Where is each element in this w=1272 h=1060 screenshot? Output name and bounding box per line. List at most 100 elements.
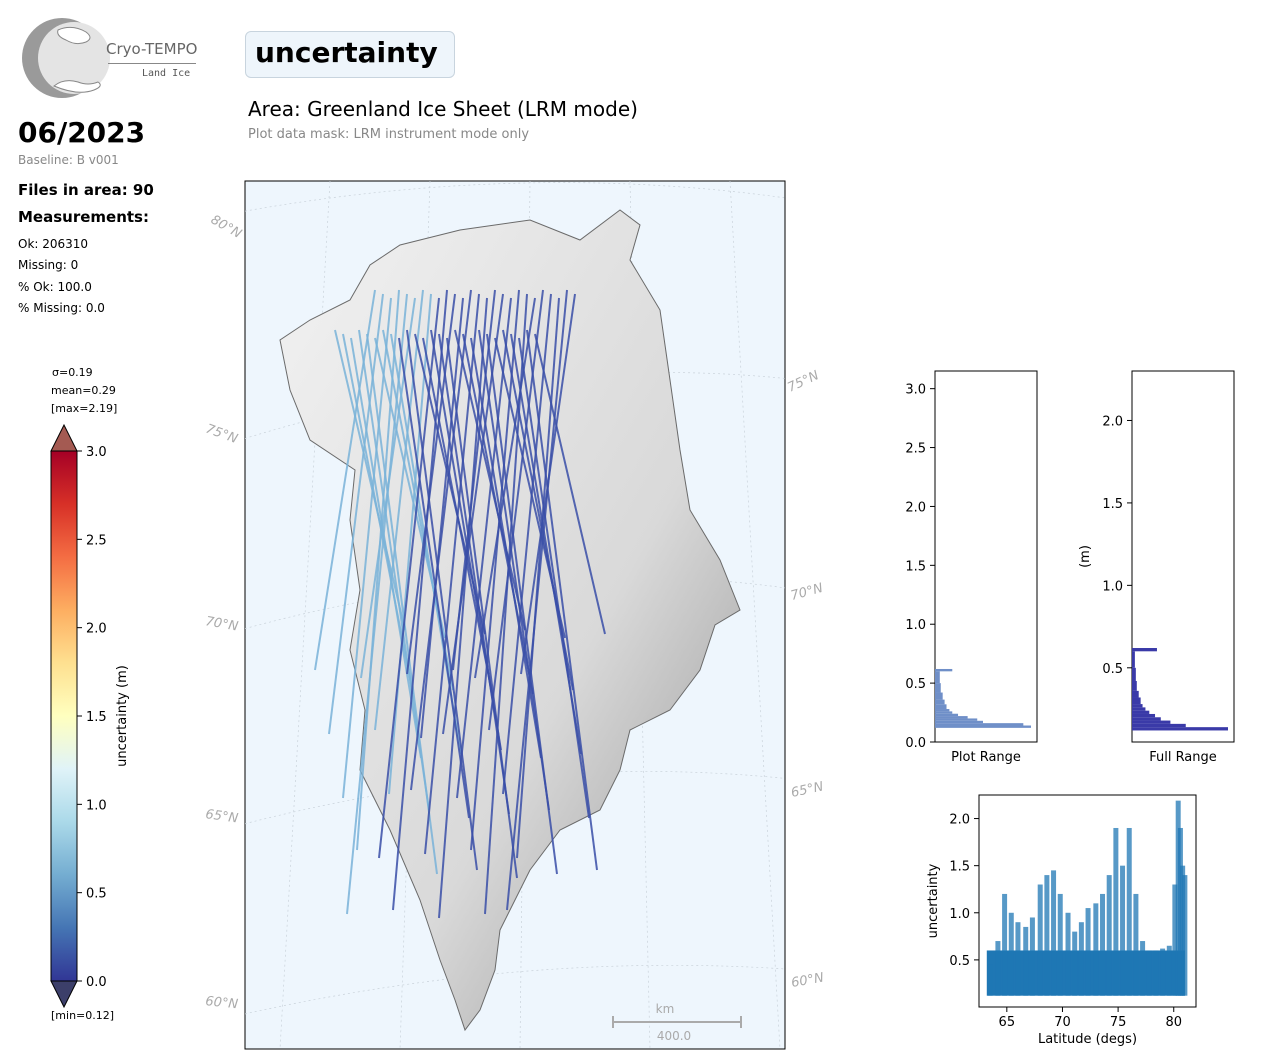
track-line <box>406 329 478 871</box>
scatter-point <box>1029 917 1035 996</box>
histogram-bar <box>1132 713 1156 718</box>
colorbar-tick-label: 1.0 <box>86 798 107 813</box>
scatter-xlabel: Latitude (degs) <box>1038 1032 1137 1047</box>
scale-unit: km <box>656 1002 675 1016</box>
scatter-point <box>1085 908 1091 996</box>
lat-label-65-left: 65°N <box>204 807 239 826</box>
histogram-y-tick-label: 3.0 <box>905 383 926 398</box>
histogram-frame <box>934 370 1038 743</box>
lat-label-75-right: 75°N <box>785 368 821 396</box>
histogram-y-tick-label: 1.5 <box>1102 497 1123 512</box>
track-line <box>454 329 526 631</box>
histogram-bar <box>1132 680 1137 691</box>
histogram-y-tick-label: 0.0 <box>905 736 926 751</box>
lat-label-80-left: 80°N <box>208 212 244 242</box>
histogram-ylabel: (m) <box>1078 545 1093 568</box>
track-line <box>360 297 416 679</box>
histogram-y-tick-label: 1.0 <box>1102 579 1123 594</box>
track-line <box>456 297 512 799</box>
histogram-bar <box>935 709 950 712</box>
lat-label-60-right: 60°N <box>790 970 825 991</box>
histogram-frame <box>1131 370 1235 743</box>
histogram-bar <box>1132 697 1141 705</box>
track-line <box>342 297 392 799</box>
histogram-bar <box>935 723 1024 726</box>
scatter-x-tick-label: 65 <box>999 1015 1016 1030</box>
track-line <box>506 289 568 911</box>
page-title: uncertainty <box>255 36 438 69</box>
track-line <box>374 289 424 731</box>
title-box <box>245 31 455 78</box>
charts-panel: 0.0 0.5 1.0 1.5 2.0 2.5 3.0 Plot Range 0.5 1.0 1.5… <box>905 370 1235 1047</box>
track-line <box>410 289 472 791</box>
histogram-y-tick-label: 2.0 <box>905 500 926 515</box>
stat-pct-missing: % Missing: 0.0 <box>18 301 105 315</box>
colorbar-tick-label: 3.0 <box>86 445 107 460</box>
histogram-bar <box>1132 707 1146 711</box>
logo-subtitle: Land Ice <box>142 68 191 79</box>
satellite-tracks <box>314 289 606 919</box>
histogram-bar <box>935 683 941 693</box>
histogram-bar <box>935 713 959 717</box>
track-line <box>328 293 384 735</box>
colorbar-tick-label: 2.0 <box>86 622 107 637</box>
scatter-x-tick-label: 75 <box>1110 1015 1127 1030</box>
colorbar-tick-label: 0.5 <box>86 887 107 902</box>
histogram-y-tick-label: 2.5 <box>905 442 926 457</box>
scatter-point <box>1146 950 1152 996</box>
scatter-point <box>1065 912 1071 996</box>
track-line <box>474 297 536 679</box>
track-line <box>502 293 552 795</box>
measurements-heading: Measurements: <box>18 208 149 226</box>
histogram-bar <box>1132 648 1157 652</box>
colorbar-min-arrow <box>50 980 78 1009</box>
stat-ok: Ok: 206310 <box>18 237 89 251</box>
histogram-bar <box>935 725 1031 728</box>
histogram-bar <box>1132 704 1143 708</box>
histogram-y-tick-label: 1.5 <box>905 559 926 574</box>
scatter-point <box>1153 950 1159 996</box>
track-line <box>388 293 432 795</box>
track-line <box>488 289 544 731</box>
histogram-xlabel: Plot Range <box>951 750 1021 765</box>
scatter-point <box>1160 948 1166 996</box>
track-line <box>334 329 406 631</box>
lat-label-60-left: 60°N <box>205 994 239 1012</box>
baseline-text: Baseline: B v001 <box>18 153 119 167</box>
histogram-y-tick-label: 0.5 <box>905 677 926 692</box>
scatter-point <box>1002 893 1008 996</box>
track-line <box>366 333 438 875</box>
histogram-bar <box>1132 720 1171 724</box>
scatter-y-tick-label: 0.5 <box>949 954 970 969</box>
colorbar-max-arrow <box>50 423 78 452</box>
colorbar-tick-label: 0.0 <box>86 975 107 990</box>
histogram-bar <box>1132 723 1186 728</box>
track-line <box>470 289 520 851</box>
track-line <box>420 297 464 739</box>
colorbar-tick-label: 1.5 <box>86 710 107 725</box>
scatter-y-tick-label: 1.5 <box>949 860 970 875</box>
track-line <box>518 337 590 819</box>
histogram-bar <box>935 692 943 700</box>
scatter-point <box>1100 893 1106 996</box>
track-line <box>516 297 560 859</box>
colorbar-tick-label: 2.5 <box>86 533 107 548</box>
histogram-bar <box>935 711 953 714</box>
lat-label-75-left: 75°N <box>204 422 240 447</box>
histogram-bar <box>1132 690 1139 698</box>
map-panel: 80°N 75°N 70°N 65°N 60°N 75°N 70°N 65°N … <box>204 180 825 1050</box>
colorbar: σ=0.19 mean=0.29 [max=2.19] 3.0 2.5 2.0 1.5… <box>50 366 130 1022</box>
stat-missing: Missing: 0 <box>18 258 79 272</box>
track-line <box>520 293 576 675</box>
track-line <box>534 333 606 635</box>
histogram-bar <box>935 668 953 672</box>
histogram-xlabel: Full Range <box>1149 750 1217 765</box>
histogram-y-tick-label: 1.0 <box>905 618 926 633</box>
scatter-point <box>1072 931 1078 996</box>
scatter-point <box>1037 884 1043 996</box>
scatter-point <box>1008 912 1014 996</box>
histogram-y-tick-label: 0.5 <box>1102 662 1123 677</box>
track-line <box>406 293 456 675</box>
scatter-ylabel: uncertainty <box>926 863 941 938</box>
histogram-bar <box>935 699 945 705</box>
